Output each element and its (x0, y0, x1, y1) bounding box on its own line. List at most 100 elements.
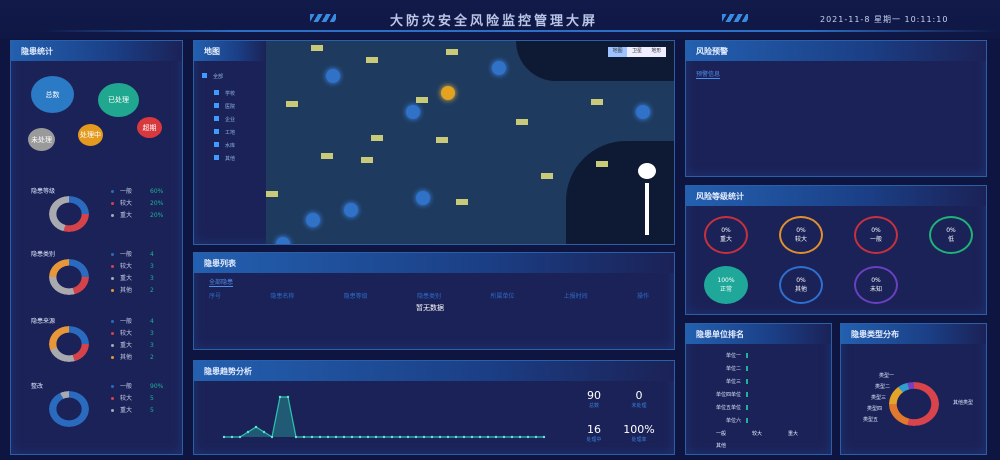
risk-level-ring[interactable]: 0% 低 (929, 216, 973, 254)
trend-point[interactable] (286, 395, 290, 399)
trend-point[interactable] (302, 435, 306, 439)
layer-checkbox[interactable] (214, 142, 219, 147)
trend-point[interactable] (414, 435, 418, 439)
layer-item[interactable]: 企业 (202, 116, 235, 129)
trend-point[interactable] (478, 435, 482, 439)
trend-point[interactable] (278, 395, 282, 399)
hazard-marker-icon[interactable] (492, 61, 506, 75)
trend-point[interactable] (342, 435, 346, 439)
hazard-marker-icon[interactable] (306, 213, 320, 227)
trend-point[interactable] (270, 435, 274, 439)
risk-level-ring[interactable]: 0% 一般 (854, 216, 898, 254)
trend-point[interactable] (390, 435, 394, 439)
column-header: 上报时间 (563, 293, 588, 300)
stat-bubble-overdue[interactable]: 超期 (137, 117, 162, 138)
map-type-terrain[interactable]: 地形 (651, 48, 662, 54)
hazard-marker-icon[interactable] (636, 105, 650, 119)
layer-item[interactable]: 水库 (202, 142, 235, 155)
legend-item: 一般 4 (111, 316, 154, 325)
map-label-tag (591, 99, 603, 105)
trend-point[interactable] (454, 435, 458, 439)
tab-all[interactable]: 全部隐患 (209, 279, 234, 287)
ranking-legend-item: 其他 (716, 443, 727, 449)
trend-point[interactable] (246, 430, 250, 434)
donut-title: 隐患类别 (31, 251, 56, 258)
legend-dot-icon (111, 332, 114, 335)
layer-item[interactable]: 医院 (202, 103, 235, 116)
trend-point[interactable] (262, 430, 266, 434)
layer-checkbox[interactable] (214, 155, 219, 160)
layer-item[interactable]: 学校 (202, 90, 235, 103)
trend-point[interactable] (470, 435, 474, 439)
layer-checkbox[interactable] (214, 90, 219, 95)
legend-dot-icon (111, 265, 114, 268)
trend-point[interactable] (406, 435, 410, 439)
trend-point[interactable] (374, 435, 378, 439)
layer-item[interactable]: 全部 (202, 73, 235, 90)
map-pan-control[interactable] (638, 163, 656, 179)
risk-level-ring[interactable]: 0% 较大 (779, 216, 823, 254)
tab-alert-info[interactable]: 预警信息 (696, 71, 721, 79)
trend-point[interactable] (310, 435, 314, 439)
stat-bubble-processing[interactable]: 处理中 (78, 124, 103, 146)
trend-point[interactable] (542, 435, 546, 439)
trend-point[interactable] (326, 435, 330, 439)
trend-point[interactable] (510, 435, 514, 439)
alert-marker-icon[interactable] (441, 86, 455, 100)
trend-point[interactable] (238, 435, 242, 439)
layer-checkbox[interactable] (202, 73, 207, 78)
trend-point[interactable] (294, 435, 298, 439)
trend-point[interactable] (366, 435, 370, 439)
trend-point[interactable] (534, 435, 538, 439)
trend-point[interactable] (430, 435, 434, 439)
trend-point[interactable] (222, 435, 226, 439)
trend-point[interactable] (438, 435, 442, 439)
trend-point[interactable] (334, 435, 338, 439)
hazard-marker-icon[interactable] (406, 105, 420, 119)
legend-dot-icon (111, 214, 114, 217)
ring-value: 0% (871, 227, 881, 234)
trend-point[interactable] (494, 435, 498, 439)
map-type-satellite[interactable]: 卫星 (631, 48, 642, 54)
trend-point[interactable] (254, 425, 258, 429)
map-canvas[interactable]: 地图 卫星 地形 (266, 41, 674, 244)
hazard-marker-icon[interactable] (416, 191, 430, 205)
map-type-map[interactable]: 地图 (608, 47, 628, 57)
trend-point[interactable] (318, 435, 322, 439)
legend-item: 其他 2 (111, 285, 154, 294)
trend-point[interactable] (462, 435, 466, 439)
trend-point[interactable] (422, 435, 426, 439)
map-type-switch[interactable]: 地图 卫星 地形 (608, 47, 666, 57)
header-decoration (310, 14, 336, 22)
layer-item[interactable]: 工地 (202, 129, 235, 142)
layer-item[interactable]: 其他 (202, 155, 235, 168)
stat-label: 处理中 (586, 437, 602, 443)
hazard-marker-icon[interactable] (276, 237, 290, 244)
stat-bubble-done[interactable]: 已处理 (98, 83, 139, 117)
layer-label: 学校 (225, 91, 236, 97)
trend-point[interactable] (358, 435, 362, 439)
risk-level-ring[interactable]: 100% 正常 (704, 266, 748, 304)
hazard-marker-icon[interactable] (326, 69, 340, 83)
trend-point[interactable] (526, 435, 530, 439)
hazard-list-panel: 隐患列表 全部隐患 序号 隐患名称 隐患等级 隐患类别 所属单位 上报时间 操作 暂无数据 (193, 252, 675, 350)
trend-point[interactable] (350, 435, 354, 439)
trend-point[interactable] (486, 435, 490, 439)
risk-level-ring[interactable]: 0% 未知 (854, 266, 898, 304)
risk-level-ring[interactable]: 0% 其他 (779, 266, 823, 304)
risk-level-ring[interactable]: 0% 重大 (704, 216, 748, 254)
trend-point[interactable] (230, 435, 234, 439)
trend-point[interactable] (382, 435, 386, 439)
trend-point[interactable] (502, 435, 506, 439)
stat-bubble-total[interactable]: 总数 (31, 76, 74, 113)
layer-checkbox[interactable] (214, 116, 219, 121)
map-zoom-slider[interactable] (645, 183, 649, 235)
hazard-marker-icon[interactable] (344, 203, 358, 217)
panel-title: 隐患趋势分析 (194, 361, 674, 381)
layer-checkbox[interactable] (214, 129, 219, 134)
layer-checkbox[interactable] (214, 103, 219, 108)
trend-point[interactable] (398, 435, 402, 439)
stat-bubble-pending[interactable]: 未处理 (28, 128, 55, 151)
trend-point[interactable] (446, 435, 450, 439)
trend-point[interactable] (518, 435, 522, 439)
